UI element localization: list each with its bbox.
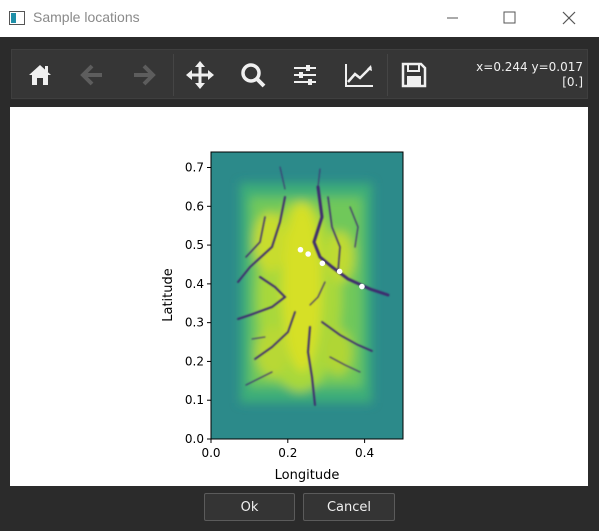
pan-button[interactable] — [184, 59, 216, 91]
cursor-readout: x=0.244 y=0.017 [0.] — [476, 60, 583, 90]
save-icon — [401, 62, 427, 88]
back-icon — [80, 64, 102, 86]
terrain-heatmap — [211, 152, 403, 439]
close-button[interactable] — [546, 0, 592, 37]
x-tick-label: 0.2 — [278, 446, 297, 460]
y-tick-label: 0.1 — [185, 393, 204, 407]
x-tick-label: 0.0 — [201, 446, 220, 460]
title-bar: Sample locations — [0, 0, 599, 37]
pan-icon — [186, 61, 214, 89]
cursor-coordinates: x=0.244 y=0.017 — [476, 60, 583, 74]
minimize-icon — [447, 17, 458, 19]
forward-button[interactable] — [128, 59, 160, 91]
y-tick-label: 0.5 — [185, 238, 204, 252]
maximize-button[interactable] — [487, 0, 533, 37]
minimize-button[interactable] — [430, 0, 476, 37]
ok-button[interactable]: Ok — [204, 493, 295, 521]
y-tick-label: 0.6 — [185, 199, 204, 213]
maximize-icon — [503, 11, 516, 24]
y-tick-label: 0.3 — [185, 316, 204, 330]
x-axis-label: Longitude — [275, 468, 340, 483]
plot-frame — [210, 151, 404, 440]
sample-point — [359, 283, 365, 290]
configure-subplots-icon — [294, 65, 316, 85]
y-tick-label: 0.2 — [185, 354, 204, 368]
forward-icon — [134, 64, 156, 86]
close-icon — [562, 11, 576, 25]
y-tick-label: 0.4 — [185, 277, 204, 291]
chart-svg[interactable]: 0.0 0.2 0.4 0.0 0.1 0.2 0.3 0.4 0.5 0.6 0.7 Longit… — [10, 107, 588, 486]
home-icon — [29, 65, 51, 85]
navigation-toolbar: x=0.244 y=0.017 [0.] — [11, 49, 588, 99]
back-button[interactable] — [76, 59, 108, 91]
y-tick-label: 0.7 — [185, 161, 204, 175]
save-button[interactable] — [398, 59, 430, 91]
sample-point — [297, 246, 304, 253]
chart-marks: 0.0 0.2 0.4 0.0 0.1 0.2 0.3 0.4 0.5 0.6 0.7 — [185, 161, 374, 460]
sample-point — [336, 268, 343, 275]
window-title: Sample locations — [33, 9, 140, 25]
edit-axis-icon — [345, 64, 373, 87]
home-button[interactable] — [24, 59, 56, 91]
x-tick-label: 0.4 — [355, 446, 374, 460]
figure-canvas[interactable]: 0.0 0.2 0.4 0.0 0.1 0.2 0.3 0.4 0.5 0.6 0.7 Longit… — [10, 107, 588, 486]
y-axis-label: Latitude — [161, 268, 176, 322]
app-icon — [9, 11, 25, 25]
cursor-value: [0.] — [562, 75, 583, 89]
sample-point — [305, 251, 311, 257]
configure-subplots-button[interactable] — [289, 59, 321, 91]
sample-point — [319, 260, 326, 267]
y-tick-label: 0.0 — [185, 432, 204, 446]
zoom-icon — [241, 63, 266, 88]
cancel-button[interactable]: Cancel — [303, 493, 395, 521]
edit-axis-button[interactable] — [343, 59, 375, 91]
zoom-button[interactable] — [237, 59, 269, 91]
